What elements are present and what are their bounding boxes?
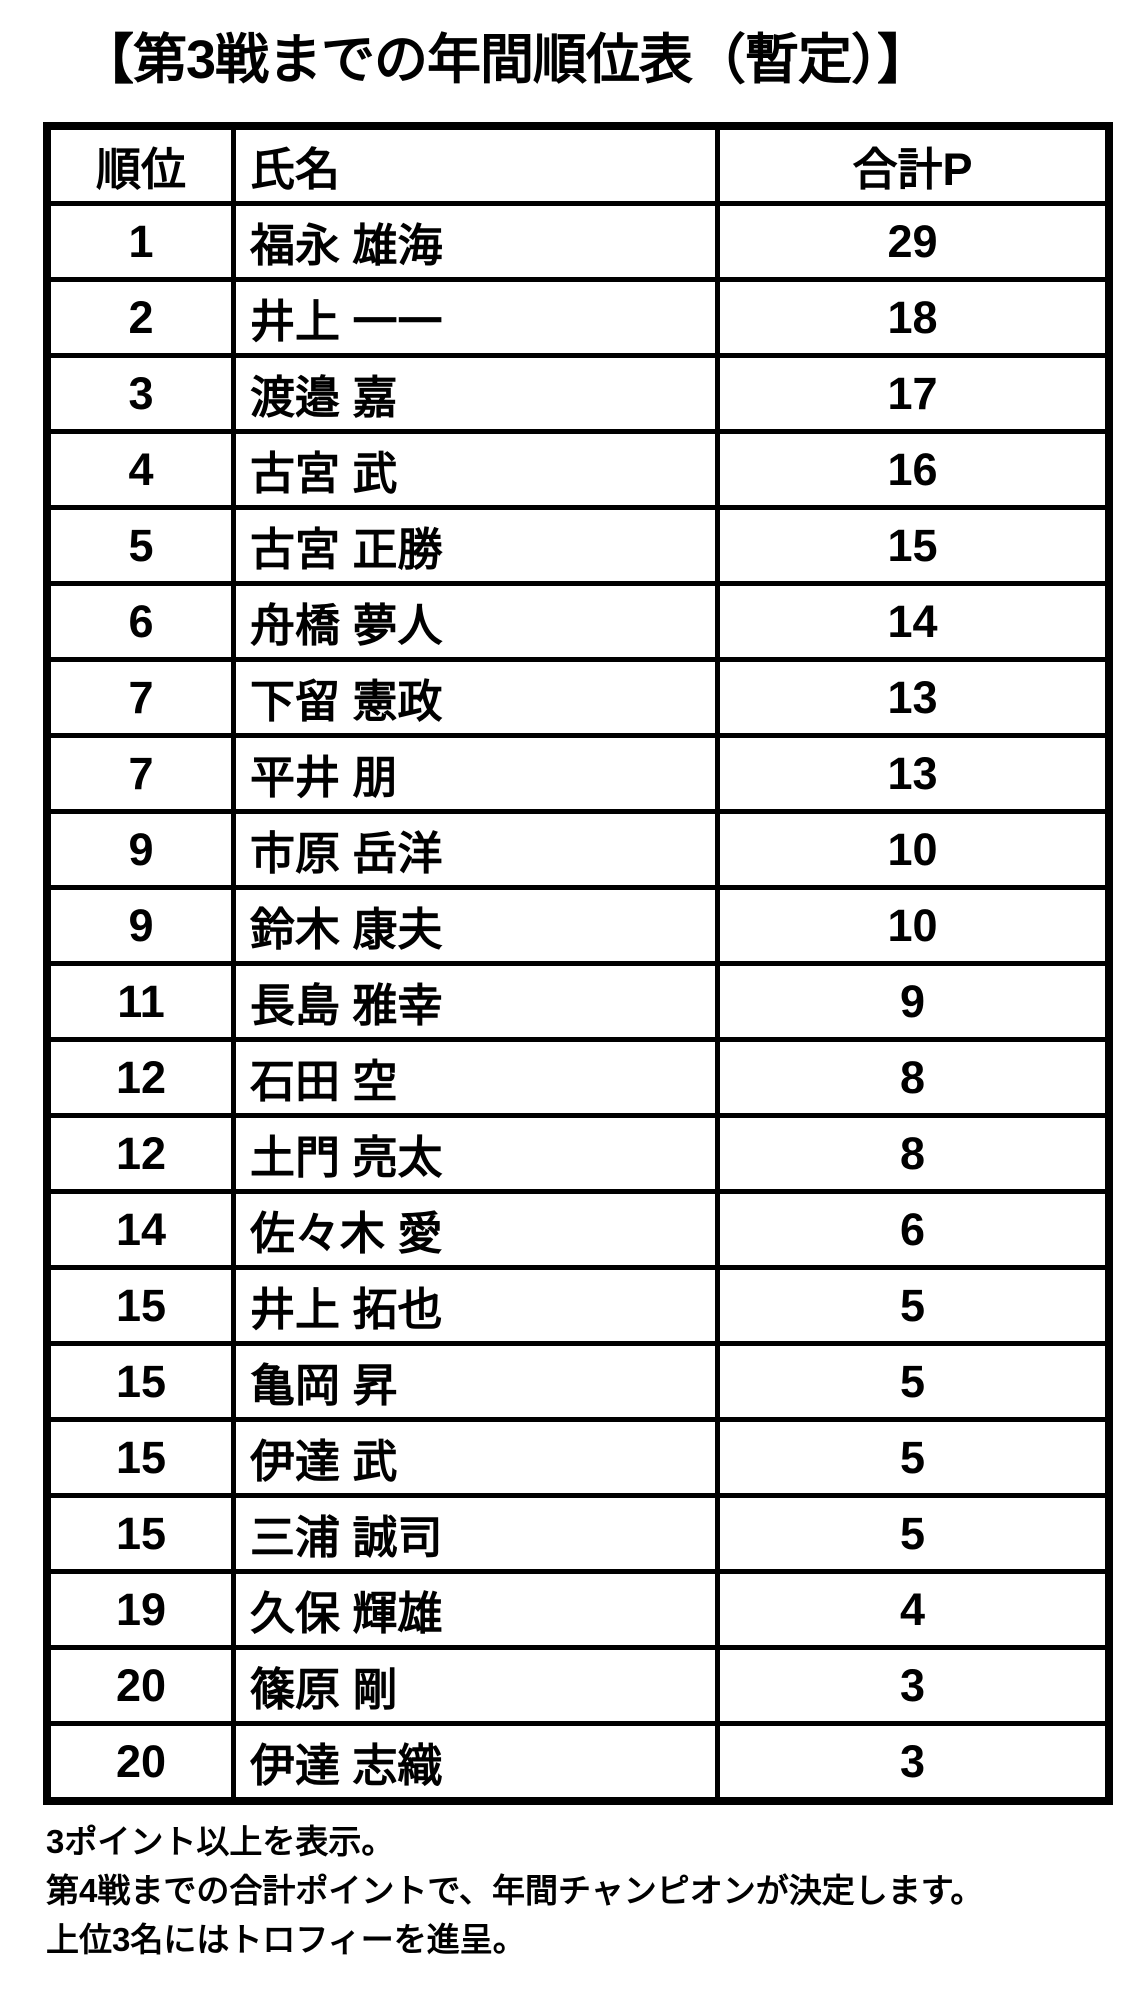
- points-cell: 5: [715, 1493, 1112, 1574]
- name-cell: 伊達 志織: [231, 1721, 720, 1804]
- rank-cell: 15: [44, 1493, 236, 1574]
- points-cell: 5: [715, 1265, 1112, 1346]
- points-cell: 15: [715, 505, 1112, 586]
- header-points: 合計P: [715, 123, 1112, 206]
- rank-cell: 2: [44, 277, 236, 358]
- name-cell: 舟橋 夢人: [231, 581, 720, 662]
- table-row: 1 福永 雄海 29: [44, 201, 1112, 282]
- notes: 3ポイント以上を表示。 第4戦までの合計ポイントで、年間チャンピオンが決定します…: [46, 1817, 1086, 1964]
- rank-cell: 15: [44, 1265, 236, 1346]
- points-cell: 13: [715, 657, 1112, 738]
- table-row: 19 久保 輝雄 4: [44, 1569, 1112, 1650]
- header-name: 氏名: [231, 123, 720, 206]
- name-cell: 渡邉 嘉: [231, 353, 720, 434]
- ranking-table: 順位 氏名 合計P 1 福永 雄海 29 2 井上 一一 18 3 渡邉 嘉 17 4 古宮 武 16…: [43, 122, 1113, 1805]
- table-row: 15 三浦 誠司 5: [44, 1493, 1112, 1574]
- table-row: 20 伊達 志織 3: [44, 1721, 1112, 1804]
- name-cell: 井上 拓也: [231, 1265, 720, 1346]
- note-line-3: 上位3名にはトロフィーを進呈。: [46, 1921, 526, 1958]
- points-cell: 4: [715, 1569, 1112, 1650]
- header-row: 順位 氏名 合計P: [44, 123, 1112, 206]
- points-cell: 6: [715, 1189, 1112, 1270]
- name-cell: 亀岡 昇: [231, 1341, 720, 1422]
- rank-cell: 12: [44, 1113, 236, 1194]
- note-line-2: 第4戦までの合計ポイントで、年間チャンピオンが決定します。: [46, 1872, 984, 1909]
- table-row: 6 舟橋 夢人 14: [44, 581, 1112, 662]
- points-cell: 8: [715, 1037, 1112, 1118]
- points-cell: 16: [715, 429, 1112, 510]
- name-cell: 古宮 武: [231, 429, 720, 510]
- name-cell: 平井 朋: [231, 733, 720, 814]
- points-cell: 8: [715, 1113, 1112, 1194]
- name-cell: 井上 一一: [231, 277, 720, 358]
- table-row: 4 古宮 武 16: [44, 429, 1112, 510]
- rank-cell: 11: [44, 961, 236, 1042]
- rank-cell: 20: [44, 1721, 236, 1804]
- table-row: 12 土門 亮太 8: [44, 1113, 1112, 1194]
- table-row: 2 井上 一一 18: [44, 277, 1112, 358]
- name-cell: 鈴木 康夫: [231, 885, 720, 966]
- name-cell: 三浦 誠司: [231, 1493, 720, 1574]
- name-cell: 伊達 武: [231, 1417, 720, 1498]
- page-title: 【第3戦までの年間順位表（暫定）】: [80, 30, 931, 90]
- rank-cell: 19: [44, 1569, 236, 1650]
- table-row: 7 下留 憲政 13: [44, 657, 1112, 738]
- points-cell: 13: [715, 733, 1112, 814]
- points-cell: 9: [715, 961, 1112, 1042]
- name-cell: 篠原 剛: [231, 1645, 720, 1726]
- rank-cell: 1: [44, 201, 236, 282]
- rank-cell: 6: [44, 581, 236, 662]
- name-cell: 下留 憲政: [231, 657, 720, 738]
- points-cell: 3: [715, 1721, 1112, 1804]
- table-row: 9 鈴木 康夫 10: [44, 885, 1112, 966]
- rank-cell: 12: [44, 1037, 236, 1118]
- table-row: 7 平井 朋 13: [44, 733, 1112, 814]
- name-cell: 福永 雄海: [231, 201, 720, 282]
- note-line-1: 3ポイント以上を表示。: [46, 1823, 395, 1860]
- name-cell: 土門 亮太: [231, 1113, 720, 1194]
- table-row: 15 井上 拓也 5: [44, 1265, 1112, 1346]
- rank-cell: 7: [44, 733, 236, 814]
- name-cell: 久保 輝雄: [231, 1569, 720, 1650]
- points-cell: 3: [715, 1645, 1112, 1726]
- name-cell: 佐々木 愛: [231, 1189, 720, 1270]
- points-cell: 5: [715, 1417, 1112, 1498]
- rank-cell: 9: [44, 885, 236, 966]
- points-cell: 10: [715, 809, 1112, 890]
- rank-cell: 14: [44, 1189, 236, 1270]
- rank-cell: 5: [44, 505, 236, 586]
- table-body: 1 福永 雄海 29 2 井上 一一 18 3 渡邉 嘉 17 4 古宮 武 16 5 古宮 正勝 15 6 舟…: [44, 201, 1112, 1804]
- rank-cell: 3: [44, 353, 236, 434]
- points-cell: 17: [715, 353, 1112, 434]
- points-cell: 10: [715, 885, 1112, 966]
- table-row: 3 渡邉 嘉 17: [44, 353, 1112, 434]
- table-row: 5 古宮 正勝 15: [44, 505, 1112, 586]
- rank-cell: 15: [44, 1417, 236, 1498]
- table-row: 11 長島 雅幸 9: [44, 961, 1112, 1042]
- name-cell: 石田 空: [231, 1037, 720, 1118]
- rank-cell: 9: [44, 809, 236, 890]
- rank-cell: 4: [44, 429, 236, 510]
- points-cell: 14: [715, 581, 1112, 662]
- rank-cell: 20: [44, 1645, 236, 1726]
- table-row: 9 市原 岳洋 10: [44, 809, 1112, 890]
- name-cell: 長島 雅幸: [231, 961, 720, 1042]
- points-cell: 18: [715, 277, 1112, 358]
- points-cell: 5: [715, 1341, 1112, 1422]
- points-cell: 29: [715, 201, 1112, 282]
- rank-cell: 15: [44, 1341, 236, 1422]
- name-cell: 古宮 正勝: [231, 505, 720, 586]
- rank-cell: 7: [44, 657, 236, 738]
- name-cell: 市原 岳洋: [231, 809, 720, 890]
- header-rank: 順位: [44, 123, 236, 206]
